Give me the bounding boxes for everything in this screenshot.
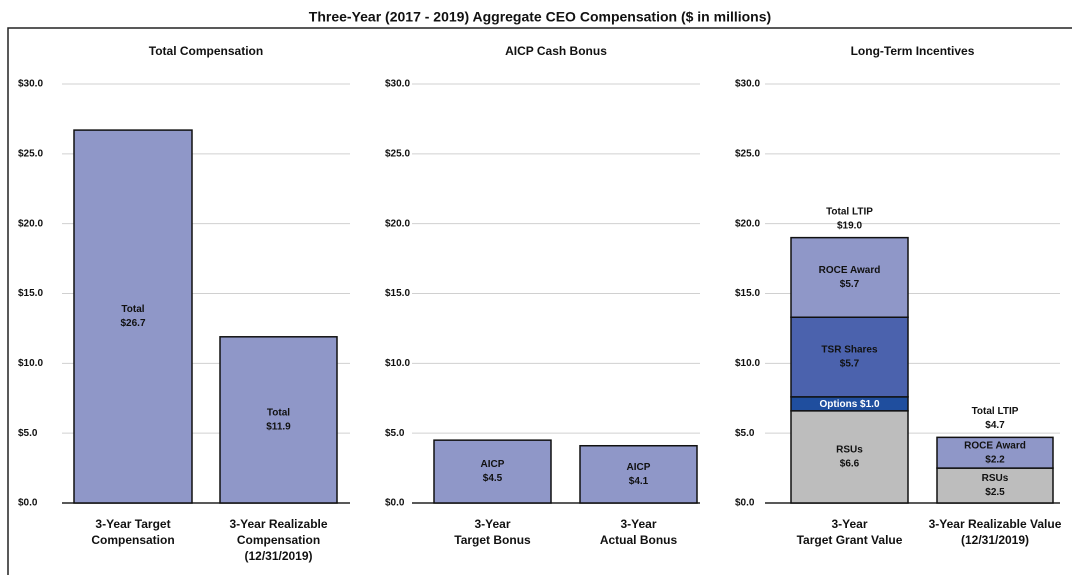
bar	[433, 439, 552, 504]
total-label: $19.0	[837, 220, 862, 231]
frame	[7, 27, 1072, 575]
y-tick-label: $20.0	[18, 218, 43, 229]
y-tick-label: $10.0	[735, 358, 760, 369]
x-tick-label: 3-Year Target	[95, 517, 170, 531]
value-label: $2.2	[985, 454, 1005, 465]
x-tick-label: (12/31/2019)	[961, 533, 1029, 547]
y-tick-label: $5.0	[385, 428, 405, 439]
y-tick-label: $10.0	[385, 358, 410, 369]
series-name: Total	[121, 304, 144, 315]
bar	[936, 467, 1054, 504]
series-name: RSUs	[836, 445, 863, 456]
y-tick-label: $15.0	[18, 288, 43, 299]
series-name: TSR Shares	[821, 345, 878, 356]
series-name: Options	[819, 398, 857, 409]
x-tick-label: 3-Year Realizable Value	[929, 517, 1062, 531]
value-label: $11.9	[266, 422, 291, 433]
value-label: $5.7	[840, 279, 860, 290]
y-tick-label: $5.0	[18, 428, 38, 439]
x-tick-label: 3-Year	[474, 517, 510, 531]
y-tick-label: $25.0	[735, 148, 760, 159]
y-tick-label: $5.0	[735, 428, 755, 439]
series-name: ROCE Award	[819, 265, 881, 276]
x-tick-label: 3-Year	[620, 517, 656, 531]
panel-title: Long-Term Incentives	[851, 44, 975, 58]
total-name: Total LTIP	[972, 406, 1019, 417]
value-label: $6.6	[840, 459, 860, 470]
total-label: $4.7	[985, 420, 1005, 431]
total-name: Total LTIP	[826, 206, 873, 217]
y-tick-label: $0.0	[735, 498, 755, 509]
bar	[790, 236, 909, 318]
x-tick-label: Compensation	[237, 533, 320, 547]
bar	[936, 436, 1054, 469]
y-tick-label: $20.0	[735, 218, 760, 229]
y-tick-label: $10.0	[18, 358, 43, 369]
data-label: Options $1.0	[819, 398, 879, 409]
y-tick-label: $30.0	[735, 79, 760, 90]
y-tick-label: $0.0	[18, 498, 38, 509]
bar	[579, 444, 698, 504]
series-name: AICP	[627, 462, 651, 473]
value-label: $4.1	[629, 476, 649, 487]
y-tick-label: $15.0	[735, 288, 760, 299]
bar	[790, 316, 909, 398]
y-tick-label: $0.0	[385, 498, 405, 509]
series-name: ROCE Award	[964, 440, 1026, 451]
series-name: AICP	[481, 459, 505, 470]
chart-title: Three-Year (2017 - 2019) Aggregate CEO C…	[309, 9, 771, 25]
y-tick-label: $25.0	[18, 148, 43, 159]
y-tick-label: $25.0	[385, 148, 410, 159]
y-tick-label: $30.0	[385, 79, 410, 90]
x-tick-label: (12/31/2019)	[244, 549, 312, 563]
bar	[73, 129, 193, 504]
panel-title: AICP Cash Bonus	[505, 44, 607, 58]
value-label: $26.7	[120, 318, 145, 329]
bar	[219, 336, 338, 504]
value-label: $4.5	[483, 473, 503, 484]
value-label: $1.0	[860, 398, 880, 409]
x-tick-label: Target Grant Value	[797, 533, 903, 547]
value-label: $5.7	[840, 359, 860, 370]
x-tick-label: Target Bonus	[454, 533, 531, 547]
panel-title: Total Compensation	[149, 44, 263, 58]
y-tick-label: $15.0	[385, 288, 410, 299]
value-label: $2.5	[985, 487, 1005, 498]
x-tick-label: 3-Year	[831, 517, 867, 531]
series-name: Total	[267, 408, 290, 419]
series-name: RSUs	[982, 473, 1009, 484]
x-tick-label: Compensation	[91, 533, 174, 547]
y-tick-label: $30.0	[18, 79, 43, 90]
x-tick-label: 3-Year Realizable	[229, 517, 327, 531]
bar	[790, 410, 909, 504]
y-tick-label: $20.0	[385, 218, 410, 229]
x-tick-label: Actual Bonus	[600, 533, 678, 547]
